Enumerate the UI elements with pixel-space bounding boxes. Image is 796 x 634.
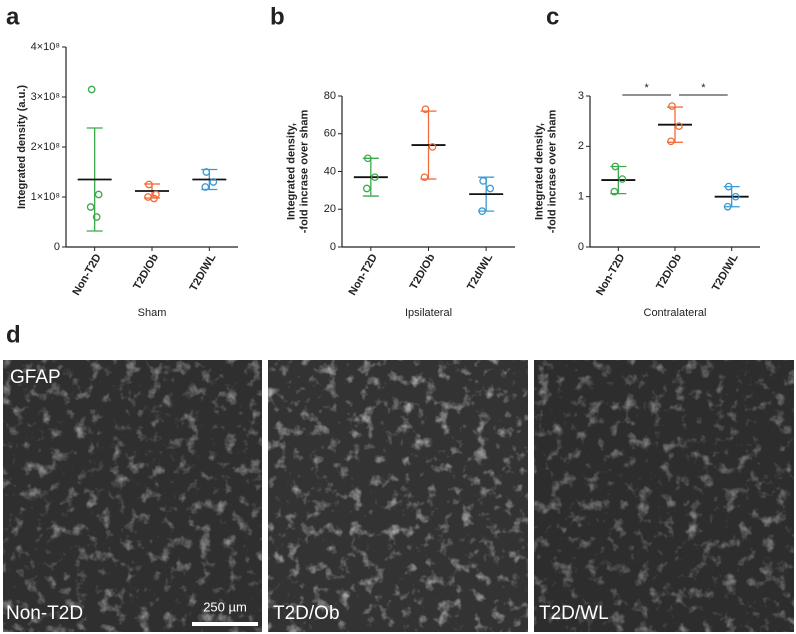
y-tick-label: 0 [330,241,336,253]
data-point [618,175,627,183]
data-point [611,162,620,171]
image-label: Non-T2D [6,603,83,624]
x-axis-label: Contralateral [644,307,707,319]
data-point [428,143,437,151]
y-axis-label: Integrated density (a.u.) [16,85,28,209]
image-label: T2D/Ob [273,603,340,624]
x-axis-label: Ipsilateral [405,307,452,319]
data-point [610,187,619,196]
data-point [150,194,158,203]
y-tick-label: 1×10⁸ [31,191,60,203]
data-point [370,173,379,182]
image-panel [534,360,794,632]
significance-label: * [645,82,650,94]
x-tick-label: Non-T2D [347,252,380,298]
x-tick-label: Non-T2D [594,252,627,298]
image-panel [268,360,528,632]
data-point [420,173,429,182]
panel-label: b [270,3,285,30]
data-point [668,102,676,110]
significance-label: * [701,82,706,94]
data-point [486,184,495,193]
data-point [152,190,160,199]
y-tick-label: 60 [324,128,336,140]
x-tick-label: T2D/WL [710,252,741,294]
y-axis-label: Integrated density, [285,123,297,220]
y-tick-label: 3×10⁸ [31,91,60,103]
data-point [145,180,153,189]
y-tick-label: 3 [578,90,584,102]
panel-label: a [6,3,20,30]
data-point [667,137,675,146]
data-point [421,105,430,114]
scale-bar-label: 250 µm [203,599,247,614]
data-point [363,154,372,163]
data-point [675,122,683,131]
panel-label: d [6,321,21,348]
data-point [94,190,103,199]
y-tick-label: 1 [578,191,584,203]
data-point [209,178,218,186]
y-tick-label: 20 [324,203,336,215]
y-tick-label: 2 [578,140,584,152]
image-panel [3,360,262,632]
stain-label: GFAP [10,367,61,388]
data-point [201,183,210,191]
x-tick-label: T2d/WL [465,252,495,293]
y-tick-label: 40 [324,165,336,177]
y-tick-label: 2×10⁸ [31,141,60,153]
x-tick-label: Non-T2D [70,252,103,298]
data-point [202,168,211,176]
y-axis-label: -fold incrase over sham [546,110,558,234]
y-axis-label: -fold incrase over sham [298,110,310,234]
x-tick-label: T2D/Ob [131,252,161,292]
data-point [731,192,740,201]
scale-bar [192,622,258,626]
data-point [86,203,95,211]
y-axis-label: Integrated density, [533,123,545,220]
panel-label: c [546,3,559,30]
x-axis-label: Sham [138,307,167,319]
data-point [362,184,371,193]
y-tick-label: 80 [324,90,336,102]
x-tick-label: T2D/Ob [408,252,438,292]
image-label: T2D/WL [539,603,609,624]
data-point [723,202,732,211]
data-point [478,207,487,215]
y-tick-label: 0 [578,241,584,253]
y-tick-label: 0 [54,241,60,253]
y-tick-label: 4×10⁸ [31,41,60,53]
x-tick-label: T2D/Ob [654,252,684,292]
data-point [479,177,488,185]
x-tick-label: T2D/WL [188,252,219,294]
data-point [724,182,733,191]
data-point [87,85,96,94]
data-point [92,213,101,221]
